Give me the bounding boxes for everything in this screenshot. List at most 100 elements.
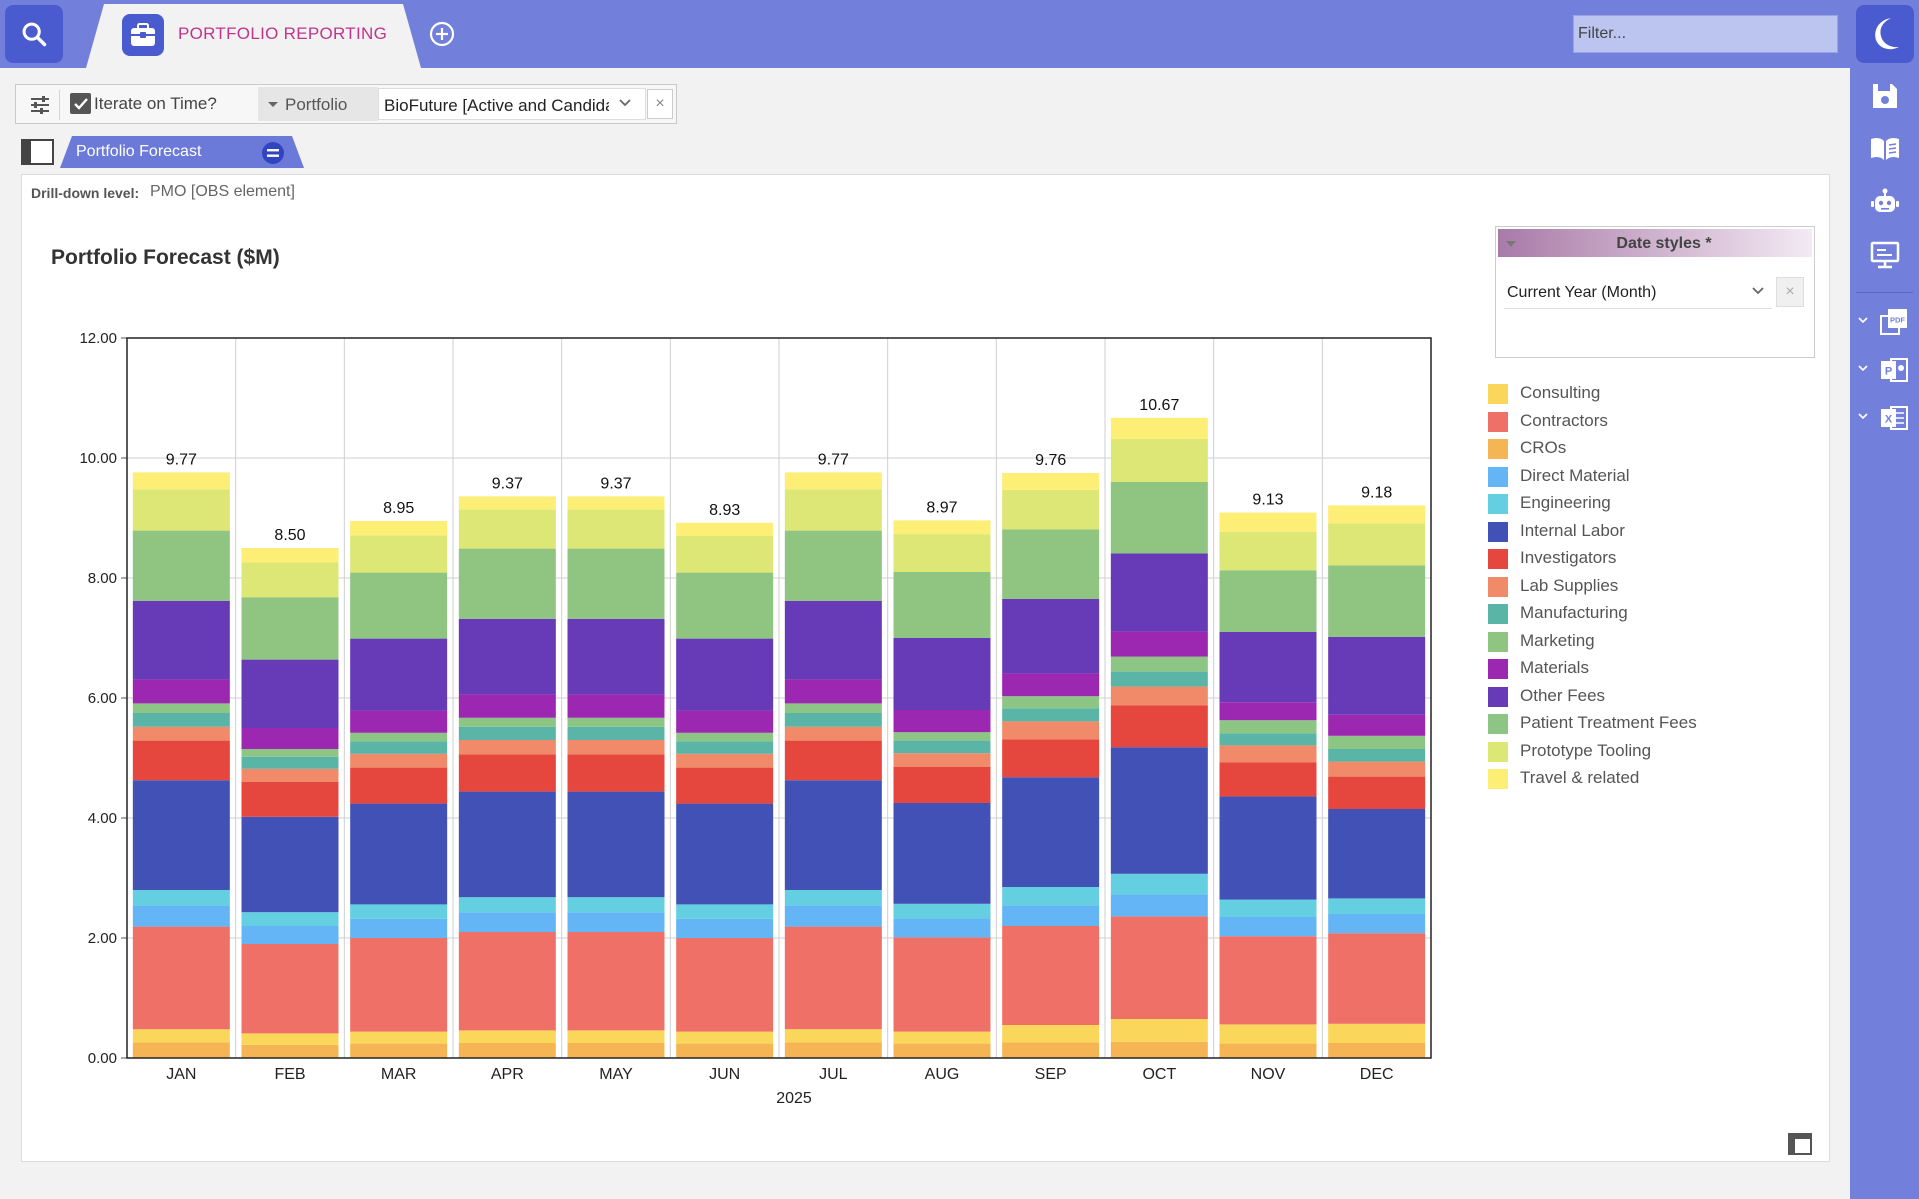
bar-segment[interactable] [1110,1041,1208,1058]
bar-segment[interactable] [893,753,991,767]
bar-segment[interactable] [893,903,991,919]
excel-export-button[interactable]: X [1850,394,1919,442]
guide-button[interactable] [1850,125,1919,173]
portfolio-clear-button[interactable]: × [647,89,673,119]
bar-segment[interactable] [567,548,665,619]
bar-segment[interactable] [676,938,774,1032]
bar-segment[interactable] [1002,721,1100,740]
bar-segment[interactable] [241,768,339,782]
bar-segment[interactable] [1002,708,1100,722]
bar-segment[interactable] [1328,1023,1426,1043]
bar-segment[interactable] [132,713,230,727]
bar-segment[interactable] [132,679,230,704]
bar-segment[interactable] [784,713,882,727]
bar-segment[interactable] [132,703,230,713]
bar-segment[interactable] [893,572,991,638]
bar-segment[interactable] [676,732,774,742]
filter-input[interactable] [1573,15,1838,53]
bar-segment[interactable] [676,753,774,768]
bar-segment[interactable] [458,496,556,510]
bar-segment[interactable] [784,726,882,741]
drill-down-value[interactable]: PMO [OBS element] [150,183,295,200]
bar-segment[interactable] [458,740,556,755]
bar-segment[interactable] [1110,417,1208,439]
bar-segment[interactable] [458,912,556,932]
bar-segment[interactable] [1328,761,1426,777]
bar-segment[interactable] [1110,553,1208,632]
bar-segment[interactable] [458,754,556,792]
bar-segment[interactable] [893,803,991,904]
bar-segment[interactable] [1219,796,1317,900]
bar-segment[interactable] [1002,489,1100,530]
bar-segment[interactable] [1219,917,1317,937]
bar-segment[interactable] [784,600,882,680]
bar-segment[interactable] [1002,599,1100,674]
bar-segment[interactable] [1110,482,1208,554]
search-button[interactable] [5,5,63,63]
bar-segment[interactable] [241,782,339,817]
bar-segment[interactable] [1002,696,1100,709]
bar-segment[interactable] [350,904,448,919]
bar-segment[interactable] [458,726,556,740]
bar-segment[interactable] [1328,1043,1426,1058]
bar-segment[interactable] [893,1043,991,1058]
bar-segment[interactable] [1219,720,1317,734]
bar-segment[interactable] [676,803,774,905]
bar-segment[interactable] [458,791,556,898]
bar-segment[interactable] [676,522,774,536]
bar-segment[interactable] [893,1031,991,1044]
add-tab-button[interactable] [428,20,456,48]
app-logo[interactable] [1856,5,1914,63]
bar-segment[interactable] [1002,905,1100,926]
bar-segment[interactable] [350,918,448,938]
bar-segment[interactable] [1328,933,1426,1024]
bar-segment[interactable] [458,1043,556,1058]
bar-segment[interactable] [784,780,882,890]
powerpoint-export-button[interactable]: P [1850,346,1919,394]
bar-segment[interactable] [1110,894,1208,917]
bar-segment[interactable] [893,534,991,572]
bar-segment[interactable] [241,756,339,769]
bar-segment[interactable] [1219,632,1317,703]
bar-segment[interactable] [350,535,448,573]
bar-segment[interactable] [241,926,339,944]
bar-segment[interactable] [893,767,991,803]
bar-segment[interactable] [676,536,774,573]
bar-segment[interactable] [676,638,774,711]
filter-settings-button[interactable] [20,90,60,120]
bar-segment[interactable] [893,937,991,1032]
bar-segment[interactable] [893,710,991,733]
bar-segment[interactable] [676,741,774,754]
bar-segment[interactable] [676,1043,774,1058]
bar-segment[interactable] [784,679,882,704]
bar-segment[interactable] [893,732,991,741]
bar-segment[interactable] [241,912,339,926]
bar-segment[interactable] [1110,671,1208,687]
bar-segment[interactable] [567,791,665,898]
bar-segment[interactable] [1328,735,1426,749]
bar-segment[interactable] [241,597,339,660]
bar-segment[interactable] [132,530,230,601]
bar-segment[interactable] [1110,916,1208,1019]
bar-segment[interactable] [1328,714,1426,736]
bar-segment[interactable] [567,912,665,932]
bar-segment[interactable] [1328,523,1426,566]
date-style-select[interactable]: Current Year (Month) [1504,277,1772,309]
bar-segment[interactable] [458,932,556,1031]
bar-segment[interactable] [567,1043,665,1058]
bar-segment[interactable] [1328,749,1426,762]
bar-segment[interactable] [784,740,882,781]
bar-segment[interactable] [1110,705,1208,748]
tab-portfolio-forecast[interactable]: Portfolio Forecast [60,136,304,168]
bar-segment[interactable] [350,1031,448,1044]
bar-segment[interactable] [784,1042,882,1058]
bar-segment[interactable] [458,1030,556,1043]
bar-segment[interactable] [132,740,230,781]
bar-segment[interactable] [132,726,230,741]
bar-segment[interactable] [1328,776,1426,809]
bar-segment[interactable] [350,572,448,639]
bar-segment[interactable] [784,926,882,1030]
bar-segment[interactable] [1110,686,1208,706]
pdf-export-button[interactable]: PDF [1850,298,1919,346]
bar-segment[interactable] [1328,809,1426,899]
